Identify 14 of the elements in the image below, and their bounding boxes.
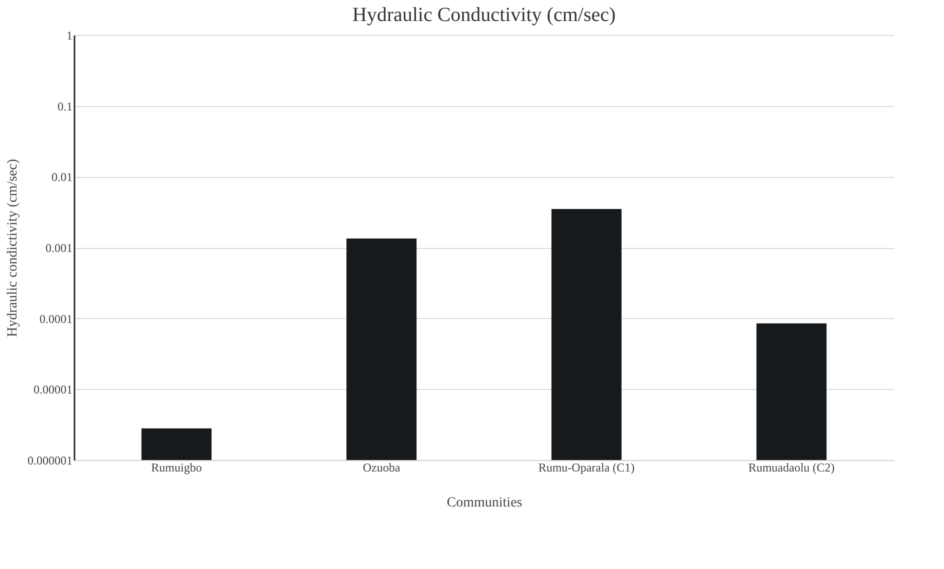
chart-title: Hydraulic Conductivity (cm/sec)	[352, 4, 616, 26]
y-axis-title: Hydraulic condictivity (cm/sec)	[6, 158, 20, 338]
x-axis-title: Communities	[446, 496, 522, 510]
x-tick-label: Rumu-Oparala (C1)	[538, 460, 635, 474]
x-tick-label: Rumuigbo	[151, 460, 202, 474]
y-tick-label: 0.1	[58, 99, 72, 114]
x-tick-label: Ozuoba	[362, 460, 401, 474]
y-tick-label: 0.000001	[28, 454, 72, 468]
y-tick-label: 0.0001	[40, 312, 72, 326]
y-tick-label: 0.00001	[34, 382, 72, 397]
y-tick-label: 1	[66, 28, 72, 42]
x-tick-label: Rumuadaolu (C2)	[748, 460, 835, 474]
y-tick-label: 0.01	[52, 170, 72, 184]
y-tick-label: 0.001	[46, 241, 72, 255]
